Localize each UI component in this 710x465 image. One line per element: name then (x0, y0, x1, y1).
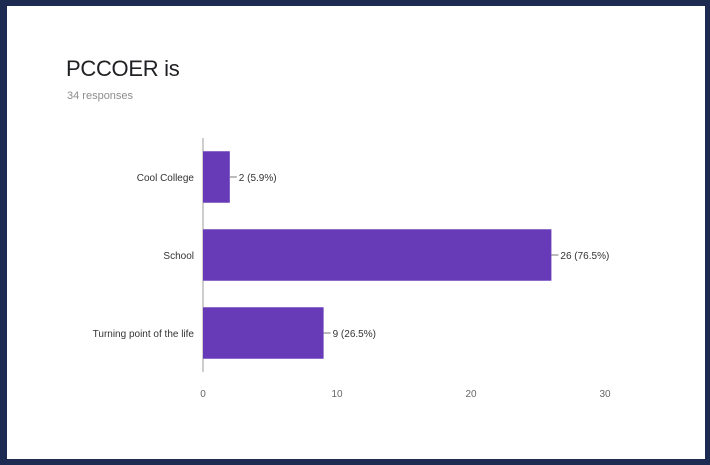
x-tick-label: 30 (599, 389, 611, 400)
category-label: Cool College (137, 173, 195, 184)
bar (203, 229, 552, 281)
response-count: 34 responses (67, 90, 134, 102)
x-tick-label: 10 (331, 389, 343, 400)
category-label: Turning point of the life (93, 329, 195, 340)
x-tick-label: 20 (465, 389, 477, 400)
chart-title: PCCOER is (66, 56, 180, 81)
data-label: 26 (76.5%) (560, 251, 609, 262)
data-label: 9 (26.5%) (333, 329, 376, 340)
bar (203, 307, 324, 359)
x-tick-label: 0 (200, 389, 206, 400)
category-label: School (163, 251, 194, 262)
bar (203, 151, 230, 203)
data-label: 2 (5.9%) (239, 173, 277, 184)
